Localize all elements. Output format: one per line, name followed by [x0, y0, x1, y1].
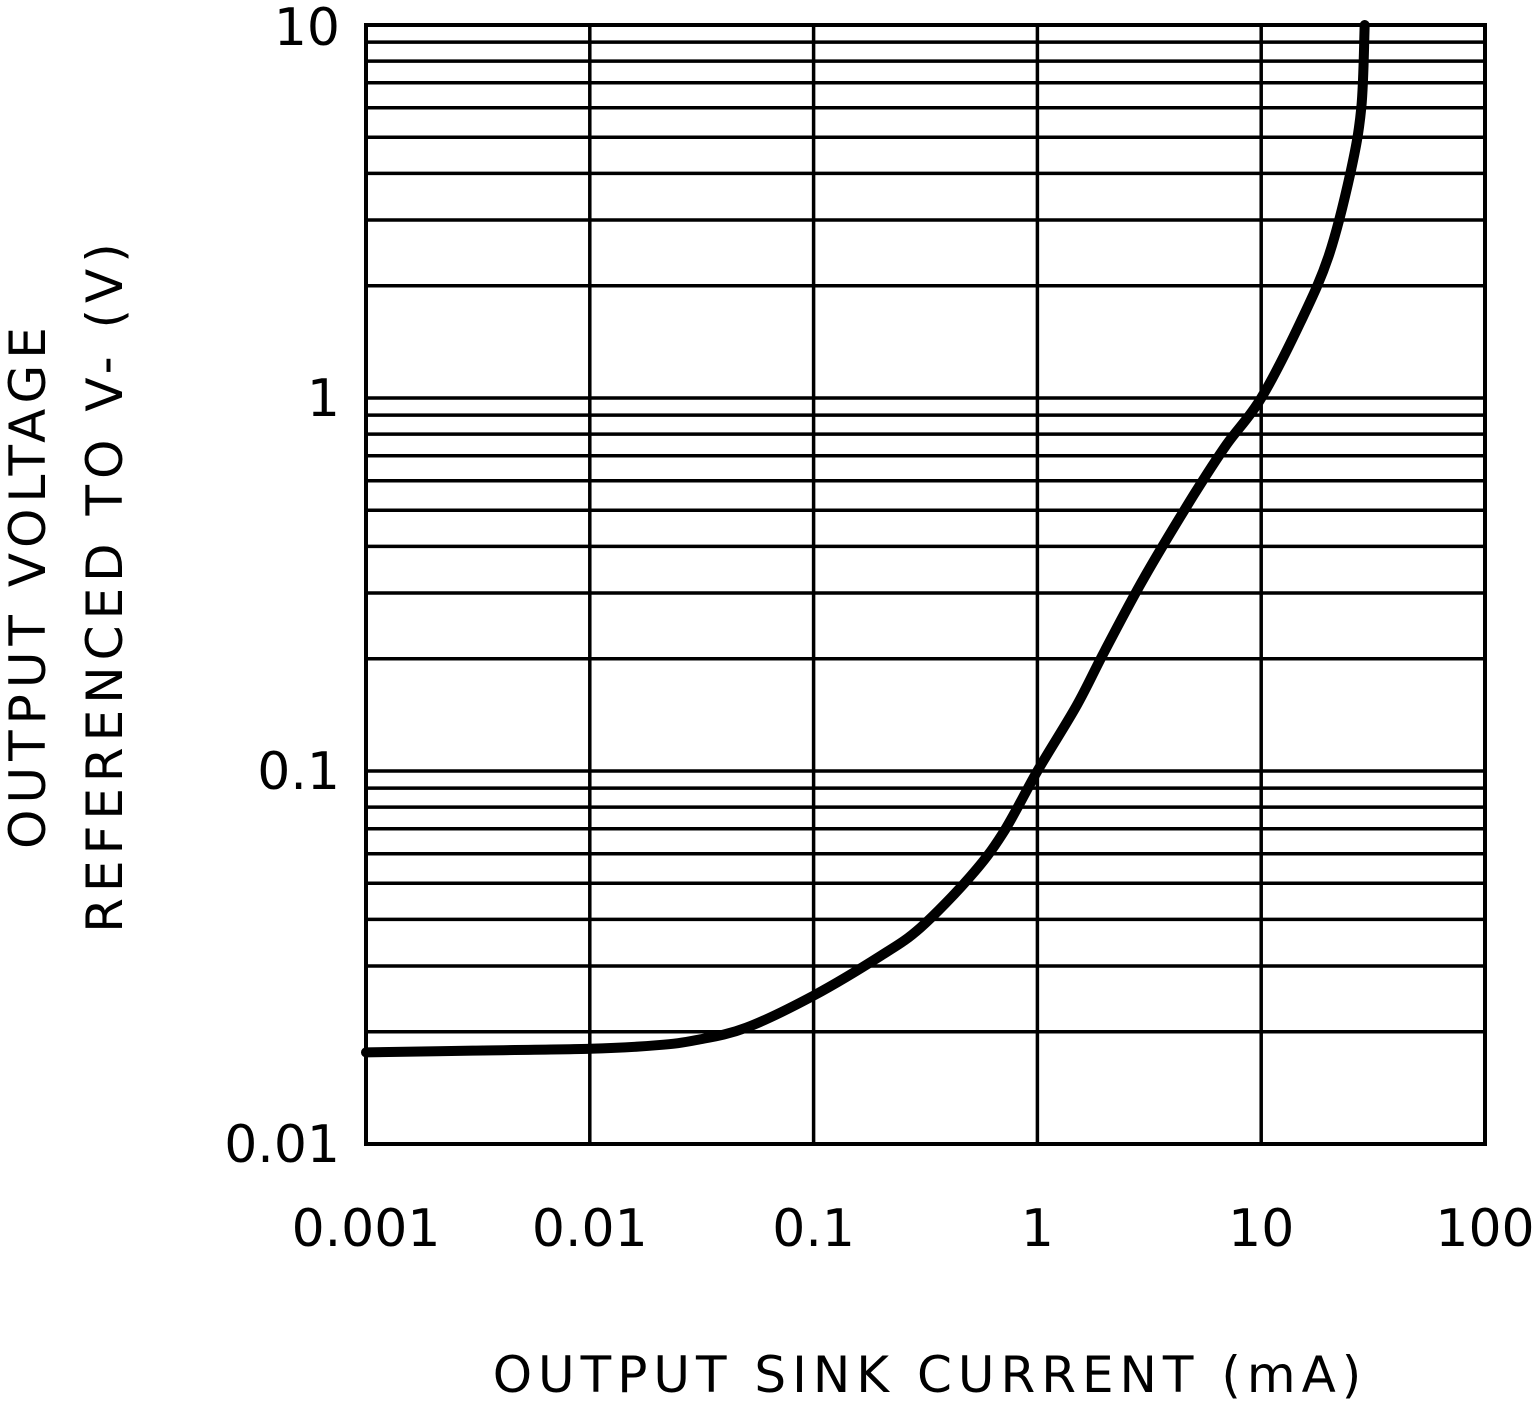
- curve-layer: [361, 20, 1370, 1058]
- x-tick-label: 1: [1021, 1199, 1054, 1259]
- grid: [364, 25, 1487, 1146]
- x-tick-label: 0.001: [292, 1199, 441, 1259]
- y-tick-labels: 0.01 0.1 1 10: [224, 0, 340, 1175]
- y-tick-label: 0.1: [257, 742, 340, 802]
- y-tick-label: 10: [274, 0, 340, 58]
- y-tick-label: 0.01: [224, 1115, 340, 1175]
- y-axis-title-line2: REFERENCED TO V- (V): [76, 237, 134, 933]
- y-axis-title-line1: OUTPUT VOLTAGE: [0, 321, 57, 849]
- plot-frame: [364, 23, 1487, 1146]
- y-tick-label: 1: [307, 369, 340, 429]
- x-tick-label: 10: [1228, 1199, 1294, 1259]
- x-tick-label: 0.01: [532, 1199, 648, 1259]
- x-tick-label: 100: [1435, 1199, 1534, 1259]
- x-tick-label: 0.1: [772, 1199, 855, 1259]
- x-axis-title: OUTPUT SINK CURRENT (mA): [493, 1346, 1368, 1401]
- series-line: [361, 20, 1370, 1058]
- x-tick-labels: 0.001 0.01 0.1 1 10 100: [292, 1199, 1535, 1259]
